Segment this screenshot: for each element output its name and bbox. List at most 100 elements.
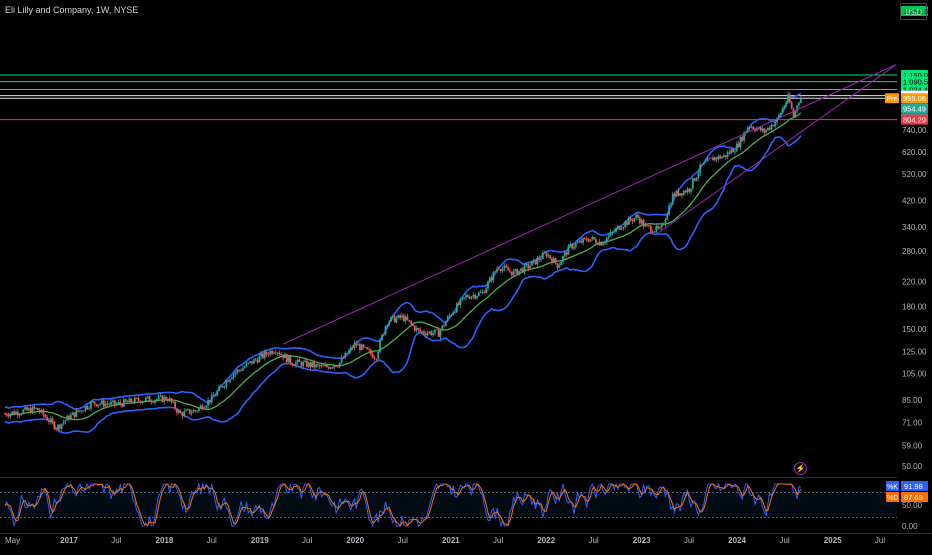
candle-body: [375, 358, 378, 360]
candle-body: [770, 124, 773, 130]
candle-body: [713, 157, 716, 161]
candle-body: [366, 347, 369, 350]
stoch-k-tag-label: %K: [887, 484, 898, 491]
candle-body: [562, 256, 564, 262]
candle-body: [501, 268, 504, 272]
candle-body: [439, 330, 442, 337]
x-tick-label: 2017: [60, 536, 78, 545]
stoch-d-value-tag: [901, 492, 928, 502]
candle-body: [230, 377, 233, 380]
candle-body: [35, 407, 38, 409]
candle-body: [721, 156, 724, 159]
candle-body: [595, 239, 597, 244]
candle-body: [369, 350, 372, 354]
candle-body: [426, 333, 429, 336]
candle-body: [598, 241, 601, 245]
candle-body: [40, 409, 43, 413]
candle-body: [644, 224, 647, 227]
candle-body: [648, 225, 650, 227]
candle-body: [187, 409, 189, 411]
candle-body: [373, 357, 376, 359]
candle-body: [216, 390, 219, 396]
candle-body: [618, 226, 621, 230]
candle-body: [16, 411, 19, 416]
candle-body: [219, 386, 222, 387]
candle-body: [360, 344, 363, 350]
candle-body: [435, 329, 438, 331]
candle-body: [168, 398, 171, 401]
candle-body: [154, 400, 156, 403]
bollinger-upper-line: [4, 92, 802, 410]
candle-body: [724, 155, 727, 158]
candle-body: [208, 399, 211, 403]
candle-body: [576, 242, 579, 244]
candle-body: [746, 127, 749, 132]
candle-body: [432, 332, 434, 336]
candle-body: [574, 243, 577, 247]
candle-body: [510, 271, 513, 276]
candle-body: [256, 359, 259, 363]
candle-body: [192, 410, 195, 413]
candle-body: [214, 395, 217, 397]
candle-body: [790, 102, 793, 109]
candle-body: [229, 379, 231, 382]
candle-body: [530, 261, 533, 266]
y-tick-label: 150.00: [902, 325, 927, 334]
candle-body: [554, 258, 557, 264]
candle-body: [90, 401, 92, 409]
candle-body: [212, 394, 215, 396]
candle-body: [520, 268, 522, 271]
candle-body: [80, 410, 83, 412]
price-tag-label: 1,024.46: [903, 85, 932, 94]
candle-body: [448, 315, 451, 317]
candle-body: [602, 243, 605, 246]
candle-body: [340, 357, 343, 363]
candle-body: [287, 356, 290, 363]
x-tick-label: 2022: [537, 536, 555, 545]
candle-body: [309, 362, 312, 367]
x-tick-label: Jul: [111, 536, 121, 545]
candle-body: [567, 245, 570, 255]
candle-body: [258, 356, 261, 363]
candle-body: [474, 294, 477, 299]
currency-button[interactable]: USD: [900, 3, 927, 20]
candle-body: [794, 110, 797, 117]
candle-body: [734, 151, 736, 153]
candle-body: [108, 404, 111, 405]
candle-body: [368, 349, 370, 351]
candle-body: [95, 403, 98, 407]
candle-body: [137, 398, 140, 401]
candle-body: [748, 127, 751, 128]
candle-body: [123, 399, 125, 407]
candle-body: [181, 412, 184, 416]
y-tick-label: 420.00: [902, 197, 927, 206]
candle-body: [401, 315, 403, 318]
candle-body: [243, 366, 246, 369]
candle-body: [132, 402, 134, 404]
candle-body: [101, 400, 103, 404]
candle-body: [393, 316, 396, 323]
candle-body: [772, 124, 775, 127]
candle-body: [232, 374, 235, 378]
candle-body: [715, 157, 718, 160]
candle-body: [139, 400, 142, 403]
main-plot-group: [0, 64, 897, 434]
candle-body: [112, 400, 114, 402]
candle-body: [593, 237, 595, 240]
lightning-icon[interactable]: ⚡: [794, 462, 807, 475]
candle-body: [190, 412, 193, 414]
candle-body: [441, 325, 444, 331]
candle-body: [631, 220, 634, 222]
candle-body: [463, 297, 466, 299]
candle-body: [194, 410, 197, 411]
candle-body: [457, 303, 460, 305]
candle-body: [677, 190, 680, 196]
candle-body: [362, 344, 365, 348]
x-tick-label: 2018: [156, 536, 174, 545]
candle-body: [225, 380, 228, 387]
candle-body: [77, 410, 80, 412]
candle-body: [536, 258, 539, 265]
candle-body: [183, 411, 186, 416]
